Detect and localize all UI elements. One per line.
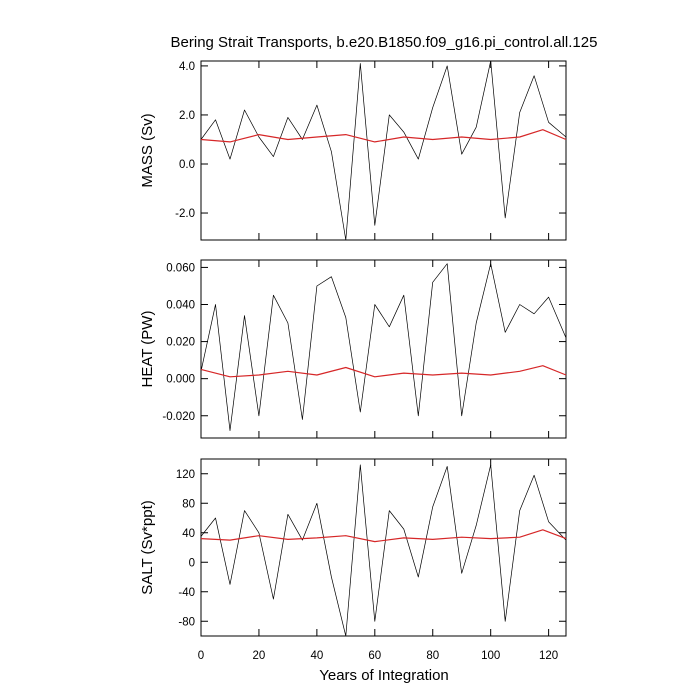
series-monthly-line bbox=[200, 263, 567, 431]
panel-heat: -0.020 0.000 0.020 0.040 0.060 HEAT (PW) bbox=[139, 259, 567, 439]
plot-frame bbox=[200, 60, 567, 241]
y-tick-label: 0.040 bbox=[166, 300, 195, 312]
y-tick-label: -0.020 bbox=[162, 411, 195, 423]
x-axis-label: Years of Integration bbox=[319, 667, 449, 684]
x-tick-label: 60 bbox=[368, 650, 381, 662]
series-monthly-line bbox=[200, 60, 567, 241]
x-tick-label: 40 bbox=[310, 650, 323, 662]
x-tick-label: 100 bbox=[481, 650, 500, 662]
chart-title: Bering Strait Transports, b.e20.B1850.f0… bbox=[171, 34, 598, 51]
y-tick-label: 0.060 bbox=[166, 262, 195, 274]
series-monthly-line bbox=[200, 464, 567, 637]
y-tick-label: 0 bbox=[189, 557, 195, 569]
series-smoothed-line bbox=[200, 529, 567, 543]
x-tick-label: 120 bbox=[539, 650, 558, 662]
y-axis-label: HEAT (PW) bbox=[139, 311, 156, 388]
y-tick-label: 0.000 bbox=[166, 374, 195, 386]
panel-salt: -80 -40 0 40 80 120 SALT (Sv*ppt) bbox=[139, 458, 567, 637]
x-tick-label: 20 bbox=[253, 650, 266, 662]
y-tick-label: 0.0 bbox=[179, 159, 195, 171]
x-tick-labels: 0 20 40 60 80 100 120 bbox=[198, 650, 558, 662]
series-smoothed-line bbox=[200, 365, 567, 378]
y-tick-label: 120 bbox=[176, 469, 195, 481]
y-tick-label: -80 bbox=[178, 616, 195, 628]
y-axis-label: SALT (Sv*ppt) bbox=[139, 500, 156, 594]
y-tick-label: 4.0 bbox=[179, 61, 195, 73]
plot-frame bbox=[200, 259, 567, 439]
y-tick-label: 2.0 bbox=[179, 110, 195, 122]
x-tick-label: 80 bbox=[426, 650, 439, 662]
y-tick-label: -40 bbox=[178, 587, 195, 599]
y-tick-label: 0.020 bbox=[166, 337, 195, 349]
y-tick-label: 40 bbox=[182, 528, 195, 540]
x-tick-label: 0 bbox=[198, 650, 204, 662]
y-tick-label: -2.0 bbox=[175, 208, 195, 220]
y-tick-label: 80 bbox=[182, 498, 195, 510]
series-smoothed-line bbox=[200, 129, 567, 143]
panels: -2.0 0.0 2.0 4.0 MASS (Sv) -0.020 0.000 0.020 0.… bbox=[139, 60, 567, 662]
plot-frame bbox=[200, 458, 567, 637]
y-axis-label: MASS (Sv) bbox=[139, 113, 156, 187]
panel-mass: -2.0 0.0 2.0 4.0 MASS (Sv) bbox=[139, 60, 567, 241]
